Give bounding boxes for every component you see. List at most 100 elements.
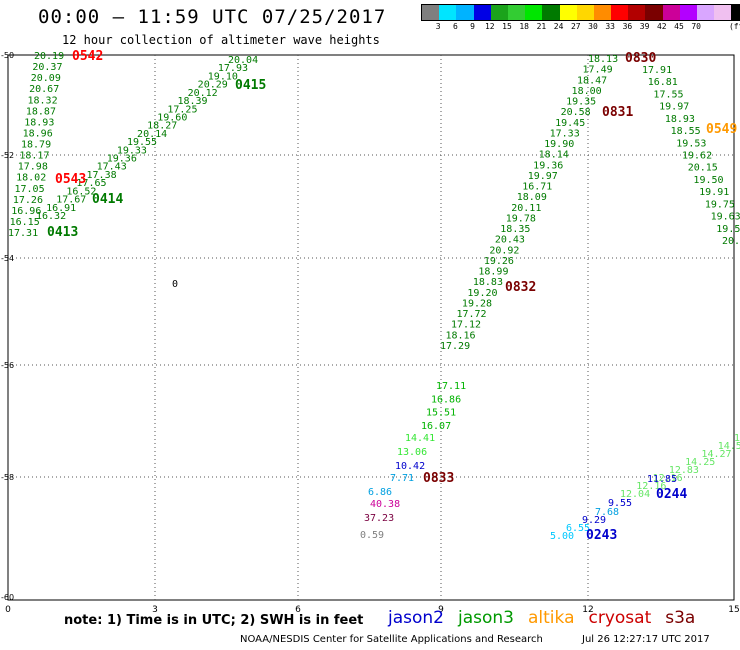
swh-value-label: 19.57 — [716, 224, 740, 235]
swh-value-label: 13.06 — [397, 447, 427, 458]
scale-swatch — [662, 5, 680, 20]
x-tick-label: 9 — [438, 605, 444, 615]
scale-label: 33 — [605, 22, 616, 31]
swh-value-label: 19.50 — [693, 175, 723, 186]
swh-value-label: 19.55 — [127, 137, 157, 148]
swh-value-label: 12.16 — [636, 481, 666, 492]
x-tick-label: 3 — [152, 605, 158, 615]
pass-id-label: 0833 — [423, 471, 454, 486]
legend-item-altika: altika — [528, 608, 575, 628]
swh-value-label: 16.96 — [11, 206, 41, 217]
y-tick-label: -50 — [1, 51, 14, 60]
swh-value-label: 18.32 — [28, 95, 58, 106]
legend-item-cryosat: cryosat — [588, 608, 652, 628]
scale-swatch — [714, 5, 732, 20]
swh-value-label: 17.98 — [18, 162, 48, 173]
scale-label: 21 — [536, 22, 547, 31]
swh-value-label: 17.43 — [97, 162, 127, 173]
swh-value-label: 19.75 — [705, 199, 735, 210]
swh-value-label: 9.29 — [582, 515, 606, 526]
swh-value-label: 17.05 — [15, 184, 45, 195]
swh-value-label: 20.37 — [32, 62, 62, 73]
scale-label: 3 — [435, 22, 441, 31]
swh-value-label: 17.33 — [550, 128, 580, 139]
pass-id-label: 0244 — [656, 487, 687, 502]
y-tick-label: -54 — [1, 254, 14, 263]
swh-value-label: 16.71 — [522, 182, 552, 193]
swh-value-label: 14.25 — [685, 457, 715, 468]
scale-label: 45 — [674, 22, 684, 31]
pass-id-label: 0415 — [235, 78, 266, 93]
swh-value-label: 7.68 — [595, 507, 619, 518]
scale-label: 24 — [553, 22, 564, 31]
swh-value-label: 20.11 — [511, 203, 541, 214]
swh-value-label: 11.85 — [647, 474, 677, 485]
swh-value-label: 17.72 — [456, 309, 486, 320]
swh-value-label: 17.25 — [167, 104, 197, 115]
swh-value-label: 19.26 — [484, 256, 514, 267]
swh-value-label: 18.93 — [24, 117, 54, 128]
swh-value-label: 18.39 — [177, 96, 207, 107]
scale-swatch — [611, 5, 629, 20]
swh-value-label: 17.49 — [583, 65, 613, 76]
swh-value-label: 17.91 — [642, 65, 672, 76]
small-marker: 0 — [172, 279, 178, 290]
swh-value-label: 18.99 — [478, 267, 508, 278]
scale-swatch — [645, 5, 663, 20]
pass-id-label: 0549 — [706, 122, 737, 137]
y-tick-label: -60 — [1, 593, 14, 602]
x-tick-label: 0 — [5, 605, 11, 615]
swh-value-label: 12.16 — [653, 473, 683, 484]
scale-label: 27 — [570, 22, 581, 31]
swh-value-label: 17.93 — [218, 63, 248, 74]
swh-value-label: 19.33 — [117, 145, 147, 156]
swh-value-label: 19.45 — [555, 118, 585, 129]
scale-label: 15 — [502, 22, 512, 31]
swh-value-label: 16.52 — [66, 186, 96, 197]
pass-id-label: 0542 — [72, 49, 103, 64]
scale-label: 30 — [588, 22, 598, 31]
scale-label: 6 — [452, 22, 458, 31]
swh-value-label: 19.35 — [566, 97, 596, 108]
swh-value-label: 19.62 — [682, 151, 712, 162]
footer-note: note: 1) Time is in UTC; 2) SWH is in fe… — [64, 613, 364, 628]
swh-value-label: 20.14 — [137, 129, 167, 140]
scale-swatch — [490, 5, 508, 20]
swh-value-label: 37.23 — [364, 513, 394, 524]
swh-value-label: 16.81 — [648, 77, 678, 88]
swh-value-label: 20.43 — [495, 235, 525, 246]
scale-swatch — [628, 5, 646, 20]
pass-id-label: 0543 — [55, 172, 86, 187]
swh-value-label: 18.55 — [671, 126, 701, 137]
swh-value-label: 0.59 — [360, 530, 384, 541]
swh-value-label: 18.14 — [539, 150, 569, 161]
scale-swatch — [525, 5, 543, 20]
swh-value-label: 15.51 — [426, 408, 456, 419]
swh-value-label: 19.78 — [506, 213, 536, 224]
swh-value-label: 18.00 — [572, 86, 602, 97]
swh-value-label: 12.83 — [669, 465, 699, 476]
swh-value-label: 18.79 — [21, 140, 51, 151]
swh-value-label: 18.93 — [665, 114, 695, 125]
map-title: 00:00 – 11:59 UTC 07/25/2017 — [38, 6, 387, 28]
pass-id-label: 0243 — [586, 528, 617, 543]
swh-value-label: 17.65 — [76, 178, 106, 189]
swh-value-label: 17.55 — [653, 89, 683, 100]
swh-value-label: 17.12 — [451, 320, 481, 331]
swh-value-label: 14.5 — [718, 441, 740, 452]
swh-value-label: 19.20 — [467, 288, 497, 299]
scale-label: 39 — [639, 22, 650, 31]
swh-value-label: 16.07 — [421, 421, 451, 432]
scale-label: 18 — [519, 22, 530, 31]
generated-timestamp: Jul 26 12:27:17 UTC 2017 — [582, 634, 710, 645]
swh-value-label: 6.86 — [368, 487, 392, 498]
swh-value-label: 20.92 — [489, 245, 519, 256]
scale-swatch — [697, 5, 715, 20]
swh-value-label: 18.96 — [23, 128, 53, 139]
swh-value-label: 9.55 — [608, 498, 632, 509]
swh-value-label: 19.53 — [676, 138, 706, 149]
swh-value-label: 19.97 — [528, 171, 558, 182]
swh-value-label: 20.12 — [188, 88, 218, 99]
swh-value-label: 18.02 — [16, 173, 46, 184]
